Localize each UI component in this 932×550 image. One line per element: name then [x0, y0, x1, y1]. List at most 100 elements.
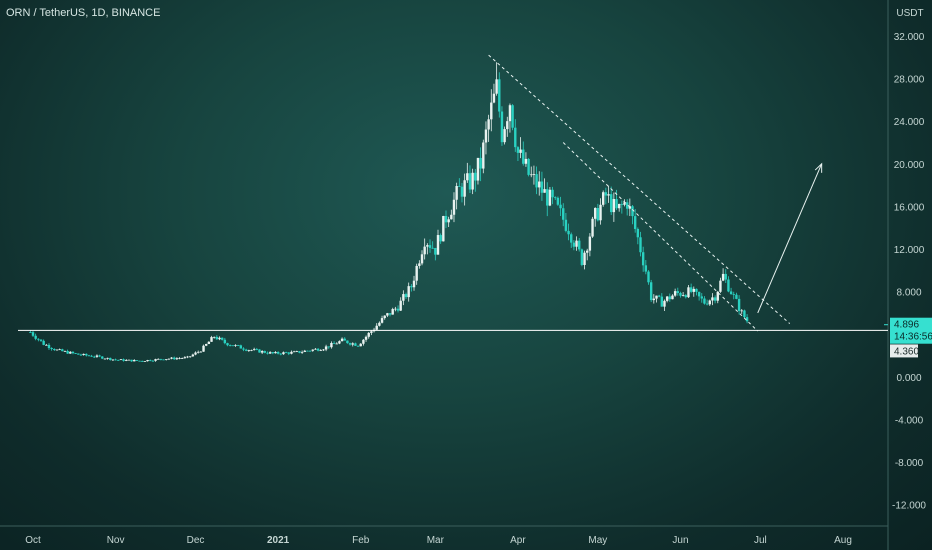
candle-body [442, 215, 445, 242]
candle-body [633, 216, 637, 229]
candle-body [218, 337, 221, 340]
candle-body [69, 351, 72, 354]
candle-body [95, 355, 99, 357]
candle-body [620, 203, 624, 205]
candle-body [204, 344, 208, 346]
candle-body [471, 172, 474, 190]
candle-body [252, 349, 256, 351]
candle-body [239, 345, 243, 349]
candle-body [652, 298, 656, 301]
candle-body [468, 173, 472, 190]
candle-body [186, 356, 189, 358]
candle-body [434, 247, 437, 255]
candle-body [503, 129, 506, 143]
candle-body [665, 296, 669, 301]
y-tick-label: 12.000 [894, 245, 925, 256]
candle-body [551, 189, 554, 198]
candle-body [279, 353, 282, 355]
candle-body [490, 102, 493, 120]
x-tick-label: 2021 [267, 535, 290, 546]
candle-body [519, 149, 522, 153]
candle-body [316, 348, 320, 351]
x-tick-label: Mar [427, 535, 445, 546]
candle-body [314, 348, 317, 350]
candle-body [109, 357, 112, 360]
candle-body [364, 336, 368, 340]
x-tick-label: Oct [25, 535, 41, 546]
candle-body [596, 208, 600, 221]
candle-body [466, 173, 469, 181]
candle-body [647, 271, 650, 283]
candle-body [202, 345, 205, 352]
candle-body [154, 359, 157, 361]
candle-body [655, 295, 658, 299]
candle-body [583, 252, 586, 265]
candle-body [298, 351, 301, 353]
projection-arrow-shaft [757, 163, 823, 314]
candle-body [676, 291, 680, 293]
candle-body [207, 341, 211, 345]
candle-body [695, 288, 698, 292]
candle-body [388, 313, 392, 315]
candle-body [498, 79, 501, 112]
candle-body [71, 351, 75, 354]
candle-body [404, 294, 408, 298]
candle-body [228, 345, 232, 347]
x-tick-label: May [588, 535, 607, 546]
candle-body [580, 249, 584, 265]
candle-body [383, 315, 386, 319]
candle-body [506, 121, 509, 130]
candle-body [79, 354, 83, 356]
candle-body [660, 296, 664, 307]
candle-body [428, 245, 432, 248]
candle-body [412, 280, 416, 288]
candle-body [39, 339, 43, 341]
candle-body [287, 352, 290, 354]
candle-body [426, 245, 429, 247]
candle-body [649, 282, 653, 301]
candle-body [572, 242, 576, 247]
candle-body [151, 360, 155, 362]
last-price-value: 4.896 [894, 320, 919, 331]
symbol-title[interactable]: ORN / TetherUS, 1D, BINANCE [6, 7, 161, 19]
projection-arrow-head [814, 162, 823, 173]
candle-body [540, 181, 544, 193]
candle-body [482, 142, 485, 169]
candle-body [31, 332, 35, 336]
candle-body [359, 343, 362, 347]
x-tick-label: Apr [510, 535, 526, 546]
candle-body [47, 344, 51, 349]
candle-body [143, 361, 147, 362]
y-tick-label: -8.000 [895, 458, 924, 469]
candle-body [562, 208, 565, 220]
candle-body [362, 339, 365, 344]
x-tick-label: Jun [672, 535, 688, 546]
candle-body [340, 338, 344, 342]
candle-body [45, 344, 48, 346]
x-tick-label: Dec [187, 535, 205, 546]
candle-body [578, 240, 581, 250]
candle-body [625, 202, 629, 209]
y-tick-label: 8.000 [896, 288, 921, 299]
candle-body [167, 358, 171, 360]
last-price-tag [890, 317, 932, 344]
candle-body [431, 247, 434, 249]
y-tick-label: 24.000 [894, 117, 925, 128]
candle-body [356, 345, 360, 347]
candle-body [729, 291, 733, 295]
candle-body [556, 197, 560, 205]
candle-body [599, 204, 602, 221]
candle-body [679, 292, 682, 296]
candle-body [530, 174, 533, 176]
y-tick-label: -12.000 [892, 501, 926, 512]
candle-body [292, 351, 296, 353]
price-unit-label: USDT [896, 8, 923, 19]
candle-body [300, 351, 304, 353]
candle-body [687, 287, 690, 298]
candle-body [178, 358, 181, 359]
candle-body [407, 286, 410, 298]
candle-body [101, 356, 104, 359]
candle-body [103, 358, 107, 360]
candle-body [641, 252, 645, 266]
